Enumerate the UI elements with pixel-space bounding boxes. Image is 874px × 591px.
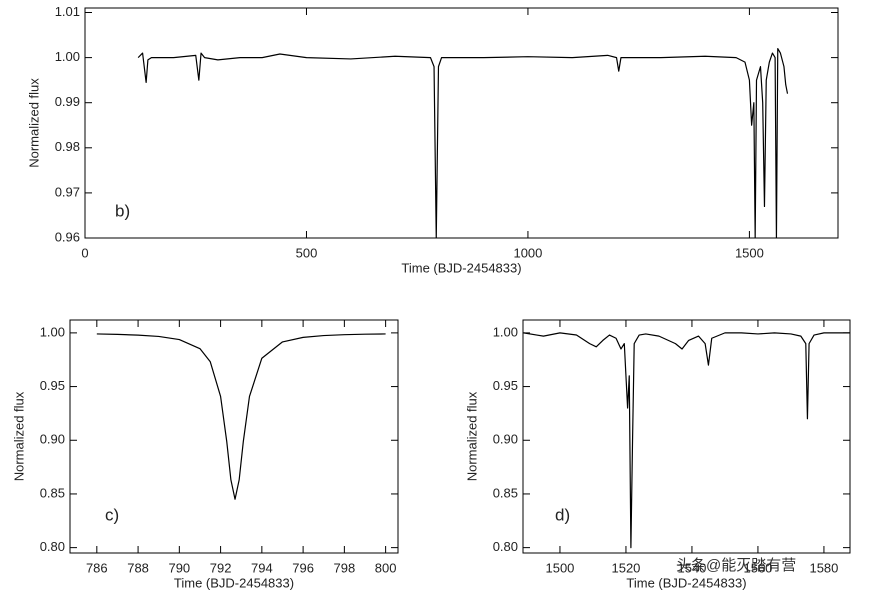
y-tick-label: 0.85: [40, 485, 65, 500]
x-tick-label: 798: [334, 560, 356, 575]
flux-line: [523, 332, 850, 549]
x-tick-label: 792: [210, 560, 232, 575]
x-tick-label: 500: [296, 245, 318, 260]
x-tick-label: 796: [292, 560, 314, 575]
y-tick-label: 0.90: [493, 432, 518, 447]
axes-frame: [69, 319, 399, 554]
x-tick-label: 794: [251, 560, 273, 575]
y-tick-label: 0.80: [40, 539, 65, 554]
y-axis-label: Normalized flux: [11, 391, 26, 481]
y-tick-label: 0.97: [55, 184, 80, 199]
x-tick-label: 1500: [735, 245, 764, 260]
y-tick-label: 0.90: [40, 432, 65, 447]
plot-area: [96, 333, 386, 500]
y-tick-label: 0.85: [493, 485, 518, 500]
plot-area: [523, 332, 850, 549]
x-tick-label: 1580: [809, 560, 838, 575]
x-tick-label: 786: [86, 560, 108, 575]
panel-label: c): [105, 505, 119, 524]
plot-area: [137, 47, 789, 238]
x-tick-label: 790: [168, 560, 190, 575]
flux-line: [137, 47, 789, 238]
y-tick-label: 1.00: [55, 49, 80, 64]
x-axis-label: Time (BJD-2454833): [174, 575, 294, 590]
x-axis-label: Time (BJD-2454833): [401, 260, 521, 275]
y-tick-label: 0.99: [55, 94, 80, 109]
y-tick-label: 0.95: [40, 378, 65, 393]
x-axis-label: Time (BJD-2454833): [626, 575, 746, 590]
axes-frame: [84, 7, 839, 239]
flux-line: [96, 333, 386, 500]
panel-label: d): [555, 505, 570, 524]
y-tick-label: 0.96: [55, 229, 80, 244]
axes-frame: [522, 319, 851, 554]
x-tick-label: 0: [81, 245, 88, 260]
y-tick-label: 0.95: [493, 378, 518, 393]
x-tick-label: 1500: [545, 560, 574, 575]
y-axis-label: Normalized flux: [464, 391, 479, 481]
y-tick-label: 1.00: [493, 324, 518, 339]
x-tick-label: 1520: [611, 560, 640, 575]
x-tick-label: 800: [375, 560, 397, 575]
x-tick-label: 1000: [513, 245, 542, 260]
y-tick-label: 0.80: [493, 539, 518, 554]
x-tick-label: 1560: [743, 560, 772, 575]
y-tick-label: 1.00: [40, 324, 65, 339]
watermark: 头条@能灭踏有营: [676, 557, 796, 574]
y-axis-label: Normalized flux: [26, 78, 41, 168]
x-tick-label: 1540: [677, 560, 706, 575]
y-tick-label: 0.98: [55, 139, 80, 154]
y-tick-label: 1.01: [55, 4, 80, 19]
panel-label: b): [115, 201, 130, 220]
x-tick-label: 788: [127, 560, 149, 575]
